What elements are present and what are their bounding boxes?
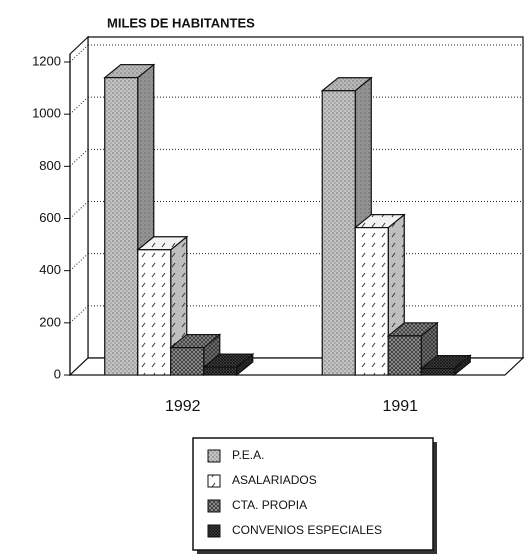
bar-front-pattern: [420, 367, 455, 376]
legend-swatch-pattern: [207, 524, 221, 538]
legend-swatch-pattern: [207, 449, 221, 463]
bar-front-pattern: [104, 77, 139, 376]
y-tick-label: 0: [54, 366, 61, 381]
side-wall: [69, 35, 89, 377]
bar-front-pattern: [387, 335, 422, 376]
y-tick-label: 200: [39, 314, 61, 329]
grid-line: [69, 253, 89, 272]
grid-line: [69, 44, 89, 63]
grid-line: [69, 305, 89, 324]
bar-front-pattern: [321, 90, 356, 376]
y-tick-label: 1000: [32, 106, 61, 121]
bar-front-pattern: [170, 347, 205, 376]
axis-title: MILES DE HABITANTES: [107, 15, 255, 30]
x-tick-label: 1991: [382, 398, 418, 415]
grid-line: [69, 96, 89, 115]
legend-label: P.E.A.: [232, 448, 264, 462]
legend-label: CONVENIOS ESPECIALES: [232, 523, 382, 537]
y-tick-label: 400: [39, 262, 61, 277]
legend-swatch-pattern: [207, 499, 221, 513]
bar-front-pattern: [354, 227, 389, 376]
legend-swatch-pattern: [207, 474, 221, 488]
grid-line: [69, 148, 89, 167]
x-tick-label: 1992: [165, 398, 201, 415]
legend-label: CTA. PROPIA: [232, 498, 307, 512]
bar: [202, 353, 255, 377]
legend: [192, 437, 434, 551]
y-tick-label: 800: [39, 158, 61, 173]
y-tick-label: 1200: [32, 53, 61, 68]
grid-line: [69, 201, 89, 219]
y-tick-label: 600: [39, 210, 61, 225]
legend-label: ASALARIADOS: [232, 473, 317, 487]
bar-front-pattern: [137, 249, 172, 376]
bar-front-pattern: [203, 366, 238, 376]
bar: [419, 354, 472, 377]
